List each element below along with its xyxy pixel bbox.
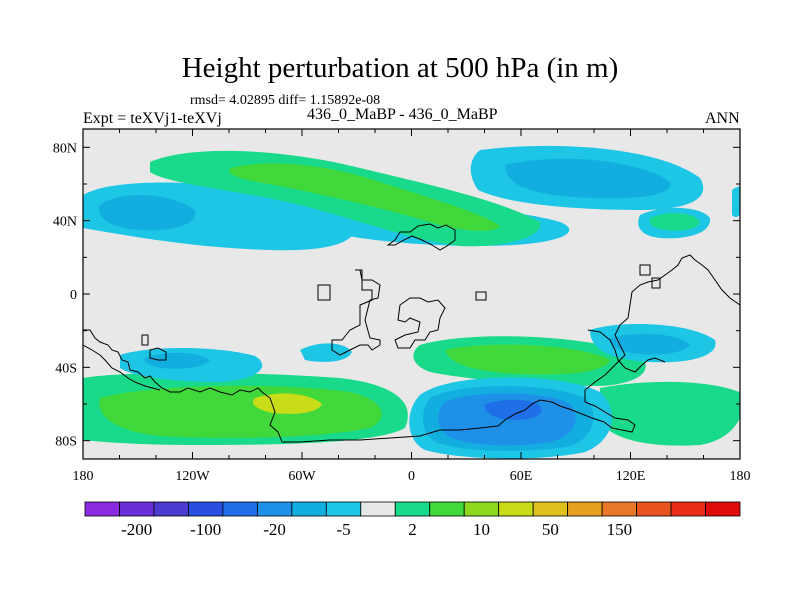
colorbar-swatch xyxy=(670,501,706,517)
colorbar-swatch xyxy=(360,501,396,517)
colorbar-swatch xyxy=(84,501,120,517)
colorbar-swatch xyxy=(153,501,189,517)
colorbar-swatch xyxy=(463,501,500,517)
coastline-se-island-2 xyxy=(651,277,661,289)
colorbar-label: 2 xyxy=(408,520,417,539)
y-tick-label: 40S xyxy=(55,361,77,376)
coastline-w-land-1 xyxy=(317,284,331,301)
colorbar-label: -5 xyxy=(336,520,350,539)
center-string: 436_0_MaBP - 436_0_MaBP xyxy=(307,106,498,123)
contour-blue-s-east xyxy=(609,333,690,355)
x-tick-label: 180 xyxy=(73,469,94,484)
contour-green-s-indian xyxy=(600,381,740,446)
colorbar-swatch xyxy=(636,501,672,517)
x-tick-label: 60E xyxy=(510,469,533,484)
colorbar-label: 10 xyxy=(473,520,490,539)
x-tick-label: 120W xyxy=(175,469,210,484)
colorbar-label: 150 xyxy=(607,520,633,539)
coastline-n-landmass xyxy=(386,223,456,251)
colorbar-swatch xyxy=(601,501,637,517)
colorbar-swatch xyxy=(532,501,569,517)
x-tick-label: 180 xyxy=(730,469,751,484)
coastline-small-island xyxy=(475,291,487,301)
coastline-sw-land xyxy=(141,334,149,346)
y-axis-labels: 80N 40N 0 40S 80S xyxy=(53,141,77,449)
contour-lgreen-n-band xyxy=(229,163,500,231)
colorbar-swatch xyxy=(222,501,258,517)
contour-cyan-s-atlantic xyxy=(300,343,352,362)
contour-blue-s-pacific xyxy=(144,352,210,369)
x-tick-label: 60W xyxy=(288,469,316,484)
contour-blue-n-pacific xyxy=(99,194,196,231)
coastline-se-landmass xyxy=(584,254,740,402)
contour-lgreen-s-band xyxy=(99,385,382,438)
y-tick-label: 80N xyxy=(53,141,77,156)
axis-ticks xyxy=(82,129,741,459)
right-string: ANN xyxy=(705,110,740,127)
colorbar-label: -100 xyxy=(190,520,221,539)
colorbar-swatch xyxy=(119,501,155,517)
colorbar-swatch xyxy=(188,501,224,517)
y-tick-label: 0 xyxy=(70,288,77,303)
contour-navy-s-indian xyxy=(484,399,542,420)
colorbar-label: 50 xyxy=(542,520,559,539)
y-tick-label: 80S xyxy=(55,435,77,450)
coastlines xyxy=(83,223,740,443)
coastline-sw-island-a xyxy=(149,347,167,361)
colorbar-swatch xyxy=(256,501,293,517)
x-tick-label: 0 xyxy=(408,469,415,484)
y-tick-label: 40N xyxy=(53,215,77,230)
left-string: Expt = teXVj1-teXVj xyxy=(83,110,222,127)
colorbar-label: -200 xyxy=(121,520,152,539)
colorbar-label: -20 xyxy=(263,520,286,539)
x-axis-labels: 180 120W 60W 0 60E 120E 180 xyxy=(73,469,751,484)
colorbar-swatch xyxy=(429,501,465,517)
stats-text: rmsd= 4.02895 diff= 1.15892e-08 xyxy=(190,93,381,108)
contour-lgreen-s-atlantic xyxy=(445,344,610,375)
colorbar-swatch xyxy=(291,501,327,517)
coastline-w-south-arc-b xyxy=(83,344,161,391)
coastline-se-island-1 xyxy=(639,264,651,276)
colorbar-swatch xyxy=(567,501,603,517)
coastline-w-south-arc xyxy=(83,329,283,443)
coastline-antarctic-edge xyxy=(282,399,636,443)
coastline-central-island xyxy=(394,297,446,349)
chart-title: Height perturbation at 500 hPa (in m) xyxy=(181,52,619,84)
colorbar xyxy=(84,501,741,517)
contour-blue-n-eurasia xyxy=(505,158,671,199)
coastline-se-inner xyxy=(587,329,666,373)
contour-green-e-asia xyxy=(649,213,700,231)
contour-fills xyxy=(83,145,740,459)
colorbar-labels: -200 -100 -20 -5 2 10 50 150 xyxy=(121,520,632,539)
contour-cyan-n-east xyxy=(732,186,740,217)
x-tick-label: 120E xyxy=(616,469,646,484)
coastline-w-land-2 xyxy=(331,269,381,356)
colorbar-swatch xyxy=(325,501,362,517)
colorbar-swatch xyxy=(705,501,741,517)
colorbar-swatch xyxy=(498,501,534,517)
colorbar-swatch xyxy=(394,501,431,517)
